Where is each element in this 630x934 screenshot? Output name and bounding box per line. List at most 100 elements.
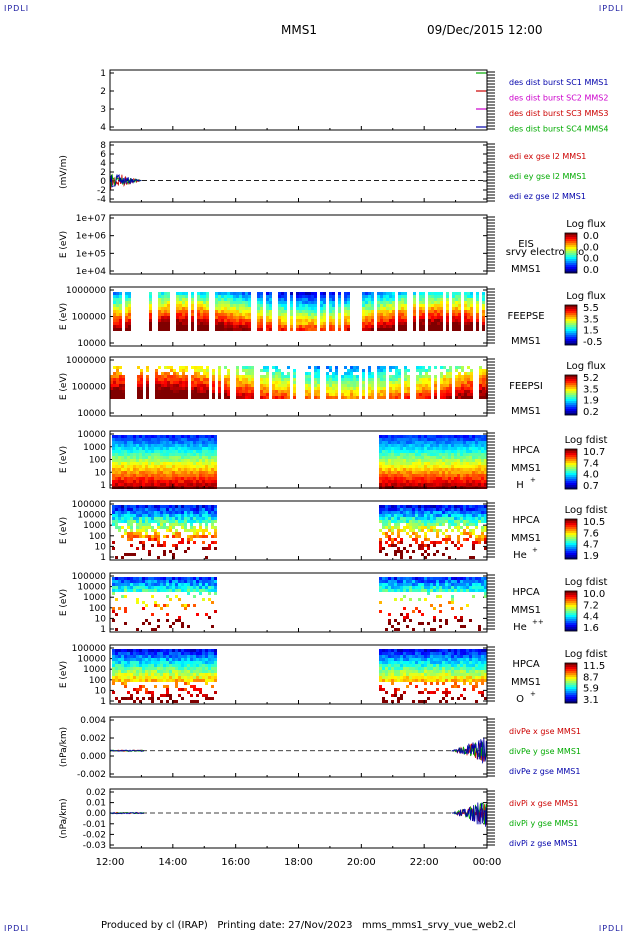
spectrogram-cell (305, 316, 308, 319)
spectrogram-cell (332, 381, 335, 384)
spectrogram-cell (190, 474, 193, 477)
spectrogram-cell (200, 396, 203, 399)
spectrogram-cell (184, 514, 187, 517)
spectrogram-cell (347, 393, 350, 396)
spectrogram-cell (305, 396, 308, 399)
spectrogram-cell (193, 444, 196, 447)
spectrogram-cell (172, 453, 175, 456)
spectrogram-cell (463, 447, 466, 450)
spectrogram-cell (385, 444, 388, 447)
spectrogram-cell (467, 298, 470, 301)
spectrogram-cell (412, 517, 415, 520)
spectrogram-cell (454, 459, 457, 462)
spectrogram-cell (163, 577, 166, 580)
spectrogram-cell (269, 319, 272, 322)
spectrogram-cell (466, 435, 469, 438)
spectrogram-cell (347, 319, 350, 322)
colorbar-segment (565, 383, 577, 386)
spectrogram-cell (248, 319, 251, 322)
spectrogram-cell (185, 316, 188, 319)
spectrogram-cell (197, 384, 200, 387)
spectrogram-cell (245, 310, 248, 313)
spectrogram-cell (194, 366, 197, 369)
spectrogram-cell (160, 523, 163, 526)
spectrogram-cell (278, 396, 281, 399)
spectrogram-cell (193, 453, 196, 456)
spectrogram-cell (389, 325, 392, 328)
spectrogram-cell (439, 456, 442, 459)
spectrogram-cell (148, 577, 151, 580)
spectrogram-cell (128, 301, 131, 304)
spectrogram-cell (118, 586, 121, 589)
spectrogram-cell (118, 508, 121, 511)
spectrogram (110, 366, 488, 399)
spectrogram-cell (281, 322, 284, 325)
spectrogram-cell (443, 384, 446, 387)
spectrogram-cell (466, 471, 469, 474)
spectrogram-cell (157, 577, 160, 580)
spectrogram-cell (206, 304, 209, 307)
spectrogram-cell (125, 313, 128, 316)
spectrogram-cell (397, 628, 400, 631)
spectrogram-cell (424, 477, 427, 480)
spectrogram-cell (151, 538, 154, 541)
spectrogram-cell (446, 393, 449, 396)
spectrogram-cell (199, 468, 202, 471)
spectrogram-cell (377, 298, 380, 301)
spectrogram-cell (388, 583, 391, 586)
spectrogram-cell (445, 456, 448, 459)
spectrogram-cell (406, 438, 409, 441)
spectrogram-cell (406, 523, 409, 526)
spectrogram-cell (148, 580, 151, 583)
spectrogram-cell (421, 480, 424, 483)
spectrogram-cell (434, 301, 437, 304)
spectrogram-cell (391, 450, 394, 453)
spectrogram-cell (166, 520, 169, 523)
spectrogram-cell (115, 583, 118, 586)
spectrogram-cell (481, 483, 484, 486)
spectrogram-cell (433, 508, 436, 511)
spectrogram-cell (394, 544, 397, 547)
spectrogram-cell (434, 298, 437, 301)
spectrogram-cell (185, 310, 188, 313)
spectrogram-cell (169, 450, 172, 453)
spectrogram-cell (113, 375, 116, 378)
spectrogram-cell (116, 316, 119, 319)
spectrogram-cell (178, 465, 181, 468)
spectrogram-cell (199, 514, 202, 517)
spectrogram-cell (439, 619, 442, 622)
spectrogram-cell (145, 520, 148, 523)
spectrogram-cell (391, 589, 394, 592)
spectrogram-cell (211, 583, 214, 586)
spectrogram-cell (148, 586, 151, 589)
spectrogram-cell (418, 520, 421, 523)
spectrogram-cell (484, 526, 487, 529)
spectrogram-cell (178, 468, 181, 471)
colorbar-segment (565, 541, 577, 544)
spectrogram-cell (121, 517, 124, 520)
spectrogram-cell (409, 465, 412, 468)
spectrogram-cell (379, 474, 382, 477)
spectrogram-cell (436, 505, 439, 508)
spectrogram-cell (224, 307, 227, 310)
spectrogram-cell (440, 378, 443, 381)
spectrogram-cell (127, 580, 130, 583)
spectrogram-cell (379, 483, 382, 486)
spectrogram-cell (391, 583, 394, 586)
spectrogram-cell (199, 444, 202, 447)
spectrogram-cell (161, 381, 164, 384)
spectrogram-cell (181, 480, 184, 483)
spectrogram-cell (350, 372, 353, 375)
spectrogram-cell (160, 520, 163, 523)
spectrogram-cell (382, 450, 385, 453)
spectrogram-cell (200, 381, 203, 384)
spectrogram-cell (206, 322, 209, 325)
spectrogram-cell (113, 322, 116, 325)
spectrogram-cell (448, 511, 451, 514)
spectrogram-cell (356, 390, 359, 393)
spectrogram-cell (347, 387, 350, 390)
colorbar-segment (565, 343, 577, 346)
spectrogram-cell (407, 384, 410, 387)
spectrogram-cell (413, 313, 416, 316)
spectrogram-cell (116, 304, 119, 307)
